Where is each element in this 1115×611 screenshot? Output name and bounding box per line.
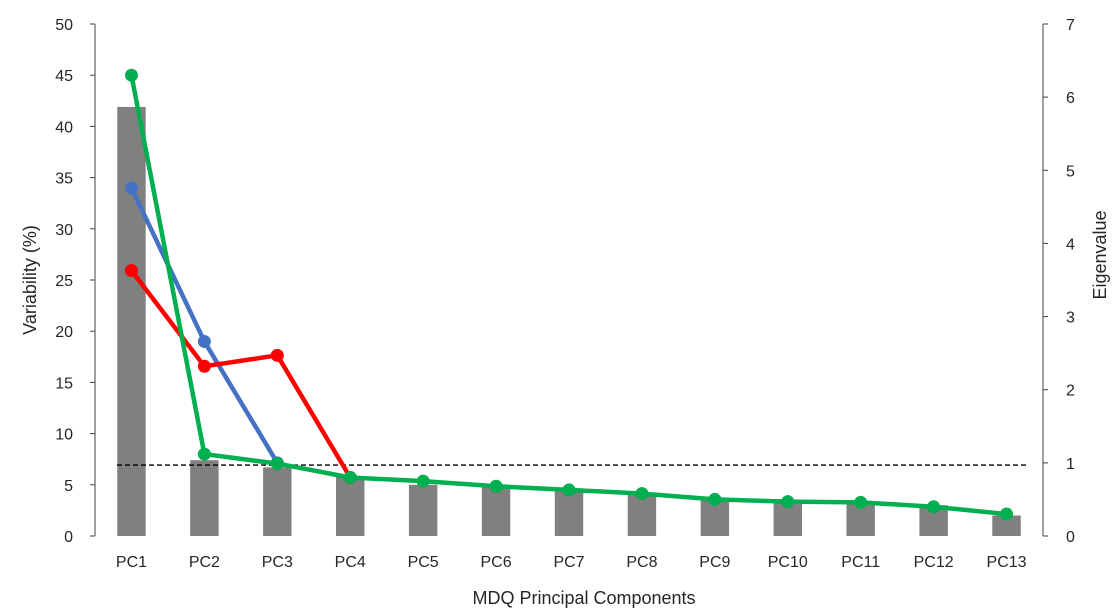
series-3-point [708, 492, 722, 506]
left-axis: 0 5 10 15 20 25 30 35 40 45 50 [55, 17, 96, 546]
x-tick-label: PC7 [553, 554, 584, 571]
series-1-point [124, 181, 138, 195]
series-line-1 [129, 185, 280, 466]
x-tick-label: PC6 [481, 554, 512, 571]
left-tick-label: 25 [55, 273, 73, 290]
left-tick-label: 45 [55, 68, 73, 85]
x-tick-label: PC9 [699, 554, 730, 571]
series-3-point [927, 500, 941, 514]
series-3-point [854, 495, 868, 509]
right-tick-label: 7 [1066, 17, 1075, 34]
series-3-point [781, 495, 795, 509]
x-tick-label: PC5 [408, 554, 439, 571]
left-tick-label: 10 [55, 427, 73, 444]
series-3-point [124, 68, 138, 82]
x-axis-title: MDQ Principal Components [472, 588, 695, 608]
series-group [124, 68, 1014, 521]
series-3-point [197, 447, 211, 461]
series-line-3 [129, 72, 1009, 517]
right-tick-label: 4 [1066, 236, 1075, 253]
series-2-point [197, 359, 211, 373]
bar-pc2 [190, 460, 219, 536]
left-tick-label: 40 [55, 119, 73, 136]
bar-pc3 [263, 467, 292, 536]
x-tick-label: PC4 [335, 554, 366, 571]
bar-pc8 [627, 492, 657, 536]
bar-pc7 [554, 490, 584, 536]
bar-pc4 [336, 476, 365, 536]
x-tick-label: PC1 [116, 554, 147, 571]
right-tick-label: 2 [1066, 383, 1075, 400]
x-tick-label: PC11 [841, 554, 880, 571]
left-tick-label: 35 [55, 171, 73, 188]
left-tick-label: 20 [55, 324, 73, 341]
bar-group [117, 106, 1021, 536]
right-tick-label: 3 [1066, 310, 1075, 327]
series-3-point [270, 457, 284, 471]
x-tick-label: PC12 [914, 554, 954, 571]
x-tick-label: PC13 [987, 554, 1027, 571]
y-axis-title: Variability (%) [20, 225, 40, 335]
left-tick-label: 30 [55, 222, 73, 239]
right-tick-label: 6 [1066, 90, 1075, 107]
x-tick-label: PC10 [768, 554, 808, 571]
x-tick-label: PC2 [189, 554, 220, 571]
series-3-point [1000, 507, 1014, 521]
right-axis: 0 1 2 3 4 5 6 7 [1042, 17, 1075, 546]
right-tick-label: 1 [1066, 456, 1075, 473]
bar-pc1 [117, 106, 146, 536]
series-2-point [124, 263, 138, 277]
bar-pc5 [408, 484, 438, 536]
series-2-point [270, 348, 284, 362]
series-3-point [635, 487, 649, 501]
left-tick-label: 50 [55, 17, 73, 34]
series-3-point [416, 474, 430, 488]
series-line-2 [129, 268, 353, 480]
left-tick-label: 0 [64, 529, 73, 546]
series-1-point [197, 334, 211, 348]
series-3-point [489, 479, 503, 493]
series-3-point [562, 483, 576, 497]
y2-axis-title: Eigenvalue [1090, 210, 1110, 299]
right-tick-label: 5 [1066, 163, 1075, 180]
bar-pc13 [992, 515, 1021, 536]
series-3-point [343, 470, 357, 484]
x-tick-label: PC3 [262, 554, 293, 571]
right-tick-label: 0 [1066, 529, 1075, 546]
bar-pc6 [481, 486, 511, 536]
left-tick-label: 15 [55, 375, 73, 392]
left-tick-label: 5 [64, 478, 73, 495]
x-axis-labels: PC1 PC2 PC3 PC4 PC5 PC6 PC7 PC8 PC9 PC10 PC11 PC12 P… [116, 554, 1027, 571]
x-tick-label: PC8 [626, 554, 657, 571]
